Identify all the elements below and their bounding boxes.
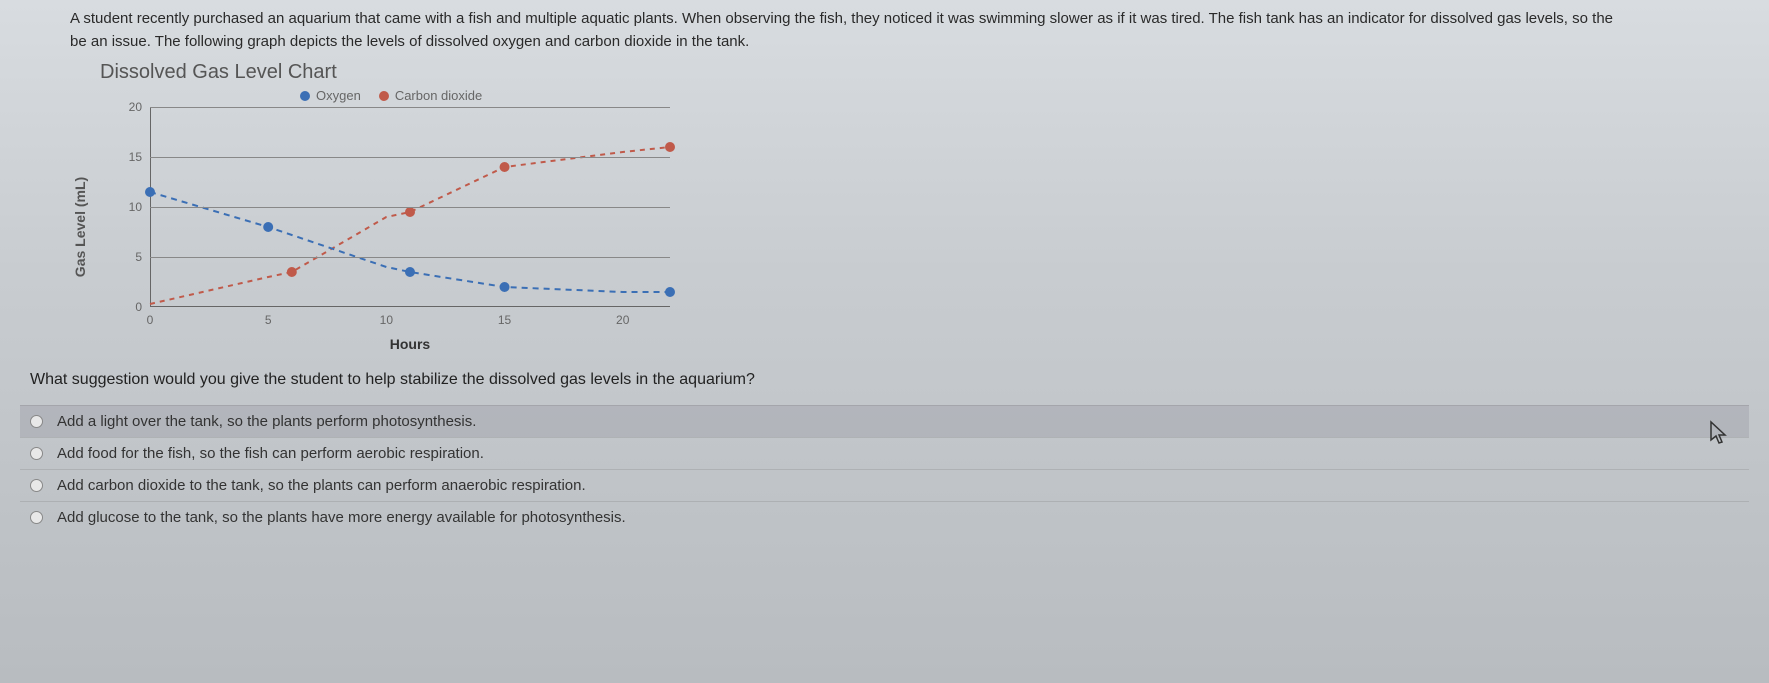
legend-oxygen: Oxygen [300, 88, 361, 103]
y-tick-label: 5 [135, 250, 142, 264]
answer-text: Add food for the fish, so the fish can p… [57, 445, 484, 462]
intro-line2: be an issue. The following graph depicts… [70, 33, 749, 50]
y-tick-label: 0 [135, 300, 142, 314]
answer-list: Add a light over the tank, so the plants… [20, 405, 1749, 533]
x-tick-label: 10 [380, 313, 393, 327]
answer-option-3[interactable]: Add glucose to the tank, so the plants h… [20, 501, 1749, 533]
legend-carbon-dot [379, 91, 389, 101]
x-tick-label: 20 [616, 313, 629, 327]
gridline [150, 207, 670, 208]
x-tick-label: 15 [498, 313, 511, 327]
answer-text: Add a light over the tank, so the plants… [57, 413, 476, 430]
gridline [150, 107, 670, 108]
intro-line1: A student recently purchased an aquarium… [70, 10, 1613, 27]
chart-legend: Oxygen Carbon dioxide [300, 88, 1749, 103]
data-point [405, 207, 415, 217]
gridline [150, 257, 670, 258]
data-point [500, 282, 510, 292]
data-point [500, 162, 510, 172]
answer-text: Add carbon dioxide to the tank, so the p… [57, 477, 586, 494]
gridline [150, 157, 670, 158]
legend-oxygen-dot [300, 91, 310, 101]
radio-button[interactable] [30, 415, 43, 428]
data-point [665, 142, 675, 152]
data-point [665, 287, 675, 297]
series-line [150, 147, 670, 304]
x-axis-label: Hours [390, 336, 430, 352]
legend-carbon: Carbon dioxide [379, 88, 482, 103]
y-axis-label: Gas Level (mL) [72, 177, 88, 277]
answer-option-2[interactable]: Add carbon dioxide to the tank, so the p… [20, 469, 1749, 501]
chart-title: Dissolved Gas Level Chart [100, 61, 1749, 84]
legend-oxygen-label: Oxygen [316, 88, 361, 103]
question-text: What suggestion would you give the stude… [30, 371, 1749, 389]
cursor-icon [1709, 420, 1729, 451]
plot-area: Hours 0510152005101520 [150, 107, 670, 307]
data-point [263, 222, 273, 232]
data-point [287, 267, 297, 277]
radio-button[interactable] [30, 479, 43, 492]
data-point [145, 187, 155, 197]
x-tick-label: 0 [147, 313, 154, 327]
y-tick-label: 20 [129, 100, 142, 114]
chart-container: Gas Level (mL) Hours 0510152005101520 [90, 107, 690, 347]
radio-button[interactable] [30, 447, 43, 460]
intro-paragraph: A student recently purchased an aquarium… [70, 8, 1749, 53]
x-tick-label: 5 [265, 313, 272, 327]
answer-option-0[interactable]: Add a light over the tank, so the plants… [20, 405, 1749, 437]
answer-option-1[interactable]: Add food for the fish, so the fish can p… [20, 437, 1749, 469]
legend-carbon-label: Carbon dioxide [395, 88, 482, 103]
y-tick-label: 10 [129, 200, 142, 214]
radio-button[interactable] [30, 511, 43, 524]
answer-text: Add glucose to the tank, so the plants h… [57, 509, 626, 526]
y-tick-label: 15 [129, 150, 142, 164]
data-point [405, 267, 415, 277]
